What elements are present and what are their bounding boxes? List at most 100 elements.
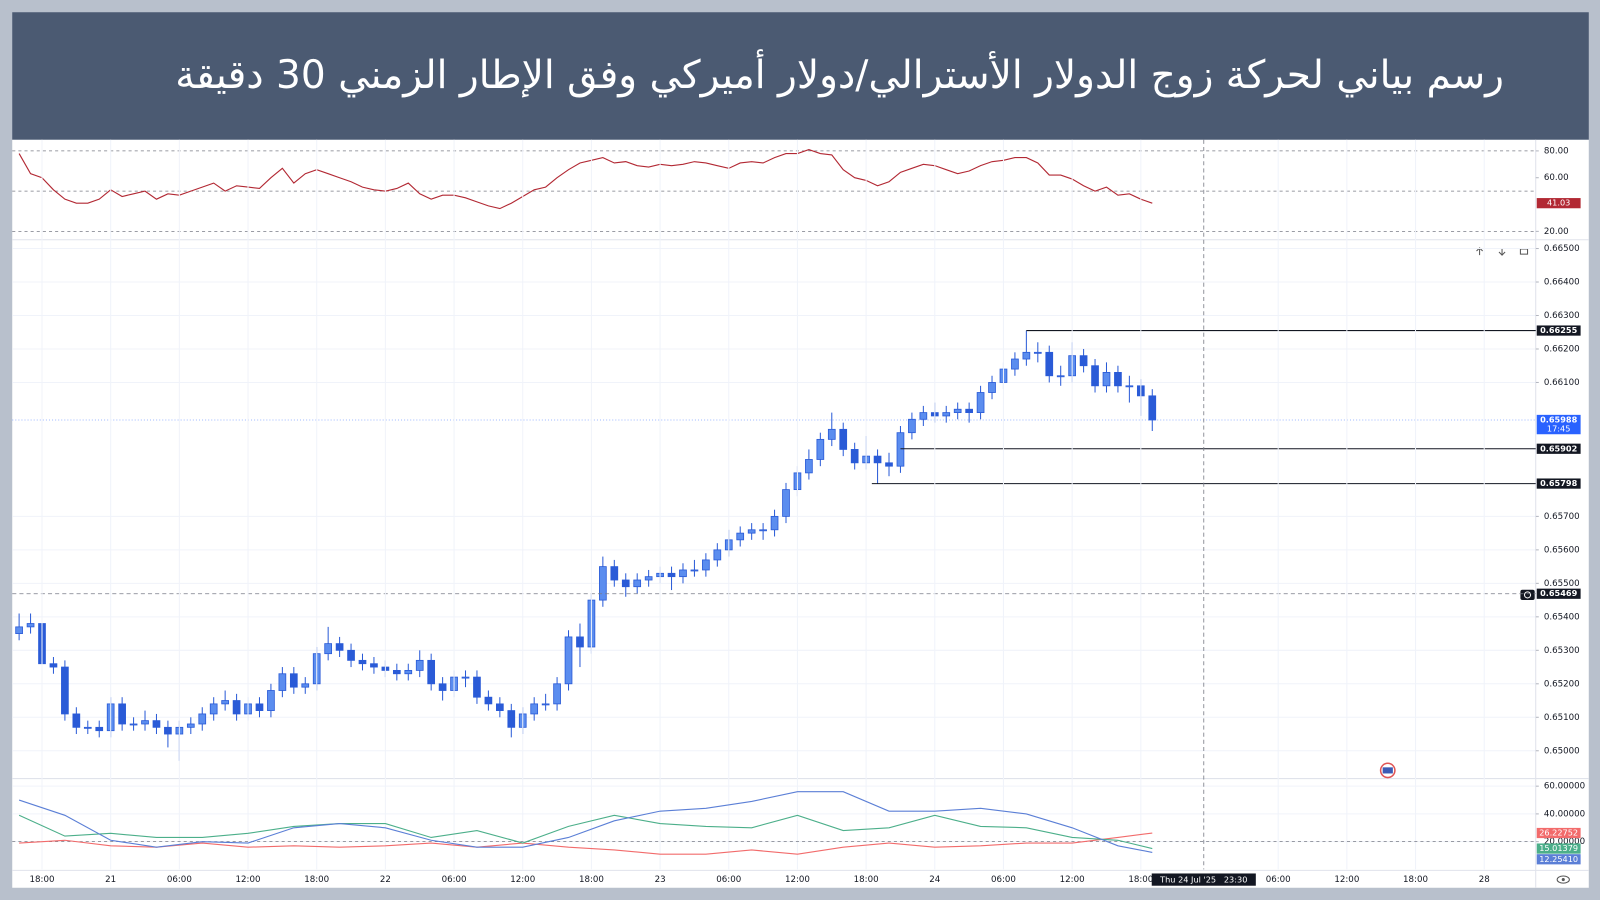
x-tick-label: 18:00 — [854, 875, 879, 885]
candle-body — [95, 726, 104, 732]
candle-body — [621, 579, 630, 588]
candle-body — [232, 700, 241, 715]
candle-body — [988, 382, 996, 393]
candle-body — [679, 569, 687, 578]
y-tick-label: 80.00 — [1544, 146, 1569, 156]
alert-icon-box[interactable] — [1520, 589, 1535, 600]
candle-body — [965, 408, 973, 414]
candle-body — [186, 723, 195, 728]
x-tick-label: 06:00 — [716, 875, 741, 885]
candle-body — [896, 432, 905, 467]
candle-body — [118, 703, 126, 725]
candle-body — [942, 412, 951, 417]
last-price-box — [1536, 414, 1581, 435]
candle-body — [415, 659, 424, 671]
toolbar-icons[interactable] — [1476, 247, 1529, 256]
alert-icon[interactable] — [1520, 589, 1535, 600]
x-tick-label: 24 — [929, 875, 941, 885]
candle-body — [644, 576, 653, 581]
candle-body — [850, 449, 859, 464]
candle-body — [610, 566, 619, 581]
candle-body — [1091, 365, 1099, 387]
candle-body — [83, 726, 92, 729]
candle-body — [347, 649, 355, 661]
candle-body — [164, 726, 172, 735]
last-value-box — [1536, 198, 1581, 209]
last-price-label: 0.65988 — [1540, 414, 1577, 424]
candle-body — [1079, 355, 1088, 367]
candle-body — [221, 700, 229, 705]
candle-body — [953, 408, 962, 414]
candle-body — [198, 713, 207, 725]
countdown-label: 17:45 — [1547, 424, 1571, 434]
candle-body — [770, 515, 779, 531]
y-tick-label: 0.66300 — [1544, 311, 1580, 321]
y-tick-label: 0.65500 — [1544, 579, 1580, 589]
banner — [12, 12, 1589, 140]
candle-body — [1033, 351, 1042, 354]
candle-body — [324, 643, 332, 655]
candle-body — [736, 532, 745, 541]
x-tick-label: 23 — [655, 875, 666, 885]
candle-body — [72, 713, 81, 728]
y-tick-label: 0.66400 — [1544, 278, 1580, 288]
y-tick-label: 0.66200 — [1544, 344, 1580, 354]
y-tick-label: 0.65700 — [1544, 512, 1580, 522]
last-value-box — [1536, 843, 1581, 854]
candle-body — [1045, 351, 1054, 377]
y-tick-label: 60.00000 — [1544, 782, 1585, 792]
x-tick-label: 06:00 — [442, 875, 467, 885]
y-tick-label: 0.66100 — [1544, 378, 1580, 388]
candle-body — [209, 703, 218, 715]
last-value-label: 15.01379 — [1539, 843, 1578, 853]
candle-body — [541, 703, 550, 706]
level-label-box — [1536, 478, 1581, 489]
series-line — [19, 832, 1153, 855]
candle-body — [827, 428, 836, 440]
candle-body — [427, 659, 436, 685]
candle-body — [885, 462, 893, 467]
candle-body — [129, 723, 138, 726]
level-label-box — [1536, 443, 1581, 454]
y-tick-label: 0.66500 — [1544, 244, 1580, 254]
candle-body — [690, 569, 699, 572]
last-value-label: 12.25410 — [1539, 854, 1578, 864]
candle-body — [1148, 395, 1157, 421]
chart-title: رسم بياني لحركة زوج الدولار الأسترالي/دو… — [175, 53, 1504, 98]
candle-body — [1125, 385, 1134, 388]
eye-icon[interactable] — [1556, 875, 1570, 884]
last-value-box — [1536, 827, 1581, 839]
candle-body — [496, 703, 504, 711]
settings-eye[interactable] — [1556, 875, 1570, 884]
series-line — [18, 814, 1153, 850]
candle-body — [747, 529, 756, 534]
candle-body — [255, 703, 264, 711]
candle-body — [484, 696, 493, 705]
y-tick-label: 40.00000 — [1544, 809, 1585, 819]
x-tick-label: 18:00 — [579, 875, 604, 885]
x-tick-label: 22 — [380, 875, 391, 885]
chart-area — [12, 139, 1589, 888]
level-label-box — [1536, 325, 1581, 336]
candle-body — [908, 418, 916, 434]
candle-body — [392, 670, 401, 675]
candle-body — [358, 659, 367, 665]
y-tick-label: 20.00000 — [1544, 837, 1585, 847]
candle-body — [267, 690, 275, 711]
candle-body — [713, 549, 722, 561]
candle-body — [404, 670, 413, 675]
candle-body — [370, 663, 378, 668]
candle-body — [473, 676, 481, 698]
event-flag[interactable] — [1379, 762, 1396, 779]
y-tick-label: 0.65100 — [1544, 713, 1580, 723]
last-value-label: 26.22752 — [1539, 828, 1578, 838]
crosshair-label-box — [1151, 873, 1256, 886]
scroll-up-icon[interactable] — [1476, 247, 1484, 256]
y-tick-label: 0.65300 — [1544, 646, 1580, 656]
scroll-down-icon[interactable] — [1498, 247, 1506, 256]
candle-body — [873, 455, 882, 464]
candle-body — [289, 673, 298, 688]
x-tick-label: 18:00 — [30, 875, 55, 885]
candle-body — [633, 579, 642, 588]
